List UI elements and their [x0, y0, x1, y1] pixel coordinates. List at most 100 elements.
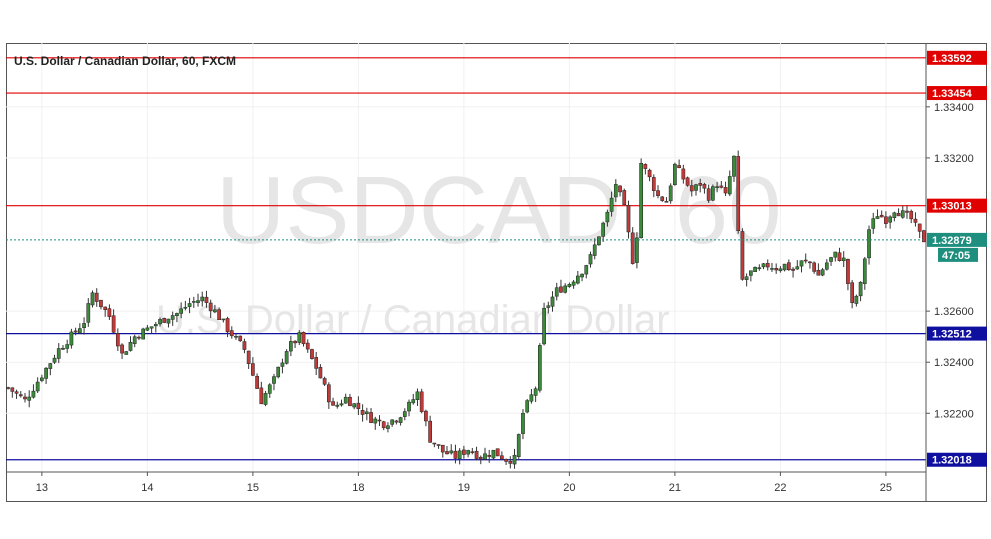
- candle-body: [702, 183, 707, 189]
- time-tick-label: 15: [247, 482, 259, 494]
- candle-body: [478, 456, 483, 460]
- candle-body: [567, 284, 572, 287]
- candle-body: [711, 186, 715, 201]
- candle-body: [61, 347, 65, 350]
- candle-body: [234, 336, 238, 338]
- candle-body: [829, 257, 833, 262]
- candle-body: [892, 212, 897, 218]
- candle-body: [335, 404, 340, 407]
- watermark-symbol: USDCAD, 60: [216, 157, 782, 264]
- candle-body: [525, 400, 530, 413]
- candle-body: [149, 326, 154, 329]
- candle-body: [483, 453, 487, 460]
- candle-body: [10, 387, 15, 392]
- candle-body: [356, 402, 361, 410]
- candle-body: [120, 344, 124, 354]
- candle-body: [318, 367, 323, 379]
- candle-body: [740, 231, 745, 280]
- candle-body: [580, 273, 584, 278]
- candle-body: [884, 216, 888, 224]
- candle-body: [563, 285, 568, 293]
- candle-body: [200, 296, 205, 302]
- candle-body: [69, 331, 74, 346]
- candle-body: [888, 216, 892, 223]
- candle-body: [491, 449, 496, 459]
- candle-body: [609, 197, 614, 212]
- candle-body: [896, 213, 901, 217]
- candle-body: [115, 333, 120, 347]
- candle-body: [592, 244, 597, 256]
- candle-body: [18, 394, 23, 397]
- candle-body: [521, 412, 525, 434]
- candle-body: [402, 411, 407, 417]
- candle-body: [770, 268, 774, 270]
- time-axis: 13 14 15 18 19 20 21 22 25: [6, 471, 926, 494]
- candle-body: [462, 449, 466, 455]
- candle-body: [719, 185, 724, 188]
- candle-body: [879, 214, 884, 218]
- candle-body: [689, 185, 694, 192]
- candle-body: [407, 401, 411, 412]
- candle-body: [622, 190, 627, 205]
- candle-body: [673, 163, 677, 185]
- candle-body: [765, 263, 770, 268]
- candle-body: [82, 323, 86, 328]
- countdown-tag: [938, 247, 978, 262]
- candle-body: [432, 442, 437, 445]
- candle-body: [500, 455, 504, 460]
- candle-body: [94, 292, 99, 302]
- candle-body: [643, 164, 648, 169]
- candle-body: [559, 286, 563, 293]
- candle-body: [613, 184, 618, 198]
- current-price-label: 1.32879: [932, 235, 972, 247]
- candle-body: [639, 163, 643, 239]
- candle-body: [538, 345, 542, 391]
- candle-body: [322, 378, 327, 385]
- candle-body: [723, 187, 728, 194]
- level-price-label: 1.32512: [932, 329, 972, 341]
- candle-body: [204, 296, 209, 303]
- candle-body: [681, 168, 686, 180]
- candle-body: [795, 266, 800, 270]
- level-price-label: 1.33454: [932, 88, 973, 100]
- candle-body: [293, 340, 297, 344]
- candle-body: [668, 185, 673, 202]
- candle-body: [732, 155, 736, 177]
- candle-body: [360, 410, 365, 415]
- candle-body: [99, 299, 103, 308]
- candle-body: [436, 444, 441, 446]
- candle-body: [685, 177, 690, 186]
- level-price-tag: [927, 86, 987, 101]
- candle-body: [183, 306, 188, 309]
- candle-body: [922, 230, 926, 243]
- candle-body: [841, 257, 846, 262]
- candle-body: [153, 324, 158, 327]
- candle-body: [917, 223, 922, 232]
- candlestick-chart[interactable]: USDCAD, 60 U.S. Dollar / Canadian Dollar…: [6, 43, 987, 502]
- candle-body: [727, 176, 732, 195]
- price-axis: 1.32200 1.32400 1.32600 1.33200 1.33400 1.335…: [925, 43, 987, 502]
- candle-body: [251, 363, 255, 376]
- candle-body: [6, 387, 10, 389]
- candle-body: [217, 309, 221, 321]
- candle-body: [837, 252, 842, 261]
- candle-body: [35, 381, 40, 392]
- candle-body: [263, 393, 268, 405]
- candle-body: [187, 303, 192, 307]
- candle-body: [208, 302, 213, 312]
- candle-body: [411, 399, 416, 404]
- candle-body: [27, 396, 32, 401]
- candle-body: [398, 417, 403, 423]
- candle-body: [647, 169, 652, 178]
- candle-body: [833, 251, 838, 258]
- candle-body: [145, 327, 150, 331]
- candle-body: [390, 419, 394, 425]
- price-tick-label: 1.32400: [934, 357, 974, 369]
- chart-title: U.S. Dollar / Canadian Dollar, 60, FXCM: [14, 54, 236, 68]
- candle-body: [457, 450, 462, 459]
- candle-body: [111, 315, 116, 333]
- candle-body: [238, 335, 243, 342]
- candle-body: [445, 451, 449, 455]
- candle-body: [749, 270, 753, 276]
- candle-body: [179, 308, 183, 314]
